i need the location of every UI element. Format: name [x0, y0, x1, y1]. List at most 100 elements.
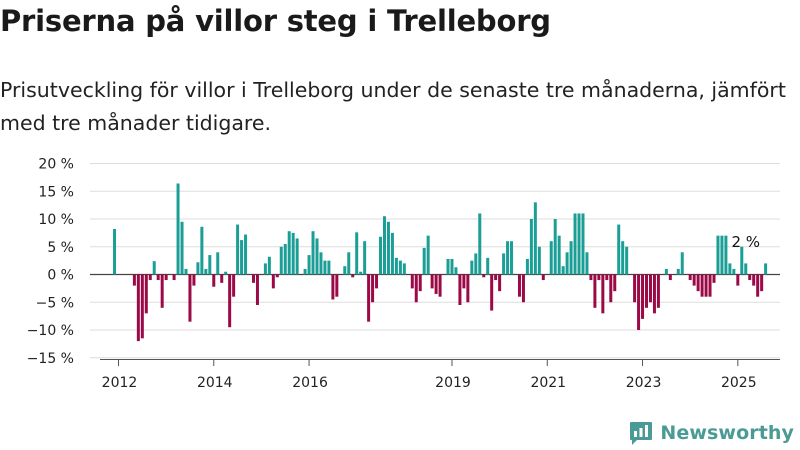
- bar: [371, 274, 375, 303]
- y-tick-label: 20 %: [38, 157, 74, 173]
- bar: [454, 267, 458, 275]
- bar: [303, 268, 307, 275]
- bar: [478, 213, 482, 275]
- bar: [589, 274, 593, 281]
- bar: [494, 274, 498, 281]
- chart-subtitle: Prisutveckling för villor i Trelleborg u…: [0, 78, 786, 135]
- bar: [188, 274, 192, 322]
- bar: [704, 274, 708, 297]
- bar: [581, 213, 585, 275]
- bar: [458, 274, 462, 306]
- bar: [637, 274, 641, 330]
- label-layer: 20 % 15 % 10 % 5 % 0 % −5 % −10 % −15 % 2012 2014…: [27, 157, 760, 392]
- brand-logo[interactable]: Newsworthy: [628, 420, 794, 446]
- bar: [172, 274, 176, 281]
- y-tick-label: −10 %: [27, 323, 74, 339]
- bar: [486, 257, 490, 275]
- bar: [617, 224, 621, 275]
- bar: [744, 263, 748, 275]
- bar: [537, 246, 541, 275]
- bar: [652, 274, 656, 314]
- bar: [398, 260, 402, 275]
- bar: [148, 274, 152, 281]
- bar: [426, 235, 430, 275]
- bar: [228, 274, 232, 328]
- bar: [343, 266, 347, 275]
- bar: [363, 241, 367, 275]
- bar: [569, 241, 573, 275]
- bar: [601, 274, 605, 314]
- bar: [561, 266, 565, 275]
- bar: [414, 274, 418, 303]
- bar: [132, 274, 136, 286]
- bar: [613, 274, 617, 292]
- bar: [533, 202, 537, 275]
- y-tick-label: 10 %: [38, 212, 74, 228]
- bar: [700, 274, 704, 297]
- bar: [605, 274, 609, 281]
- bar: [232, 274, 236, 297]
- newsworthy-logo-icon: [630, 422, 653, 445]
- bar: [557, 235, 561, 275]
- bar: [351, 274, 355, 278]
- bar: [319, 252, 323, 275]
- bar: [577, 213, 581, 275]
- y-tick-label: 5 %: [47, 240, 74, 256]
- bar: [430, 274, 434, 289]
- x-tick-label: 2016: [292, 375, 328, 391]
- x-tick-label: 2014: [197, 375, 233, 391]
- bar: [565, 252, 569, 275]
- bar: [287, 231, 291, 275]
- x-tick-label: 2025: [721, 375, 757, 391]
- bar: [510, 241, 514, 275]
- bar: [382, 216, 386, 275]
- bar: [410, 274, 414, 289]
- bar: [335, 274, 339, 297]
- bar: [192, 274, 196, 286]
- bar: [529, 219, 533, 275]
- bar: [470, 260, 474, 275]
- bar: [466, 274, 470, 303]
- bar: [585, 252, 589, 275]
- bar: [327, 260, 331, 275]
- bar: [244, 234, 248, 275]
- latest-value-label: 2 %: [731, 233, 760, 251]
- bar: [283, 243, 287, 275]
- bar: [748, 274, 752, 281]
- bar: [625, 246, 629, 275]
- x-tick-label: 2012: [102, 375, 138, 391]
- bar: [573, 213, 577, 275]
- brand-name: Newsworthy: [660, 422, 794, 444]
- bar: [541, 274, 545, 281]
- bar: [633, 274, 637, 303]
- bar: [498, 274, 502, 292]
- bar: [220, 274, 224, 283]
- bar: [379, 236, 383, 275]
- bar: [200, 226, 204, 275]
- bar: [621, 241, 625, 275]
- bar: [315, 238, 319, 275]
- bar: [692, 274, 696, 286]
- bar: [668, 274, 672, 281]
- bar: [347, 252, 351, 275]
- bar: [418, 274, 422, 292]
- bar: [224, 271, 228, 275]
- x-tick-label: 2023: [626, 375, 662, 391]
- bar: [164, 274, 168, 281]
- bars-layer: [113, 183, 768, 342]
- bar: [394, 257, 398, 275]
- bar: [311, 231, 315, 275]
- bar: [708, 274, 712, 297]
- bar: [446, 258, 450, 275]
- bar: [208, 255, 212, 275]
- bar: [331, 274, 335, 300]
- bar: [160, 274, 164, 308]
- bar: [720, 235, 724, 275]
- bar: [517, 274, 521, 297]
- bar: [152, 261, 156, 275]
- bar: [438, 274, 442, 297]
- bar: [307, 255, 311, 275]
- bar: [140, 274, 144, 339]
- bar: [359, 271, 363, 275]
- bar: [648, 274, 652, 303]
